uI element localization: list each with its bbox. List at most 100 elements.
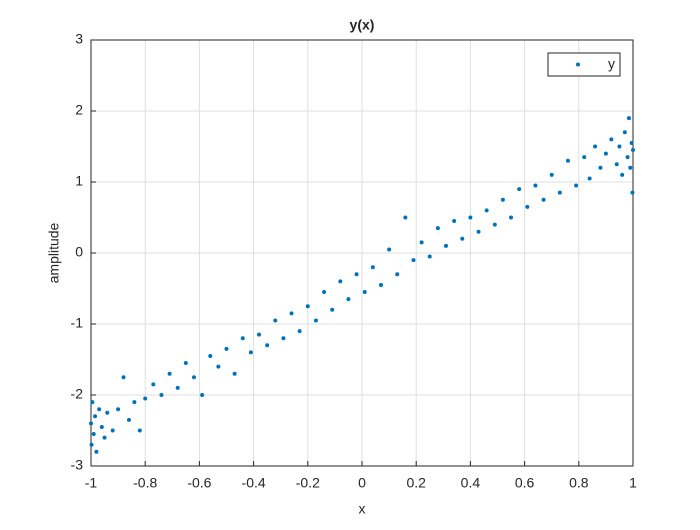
point xyxy=(90,400,95,405)
point xyxy=(110,428,115,433)
legend-label: y xyxy=(608,56,615,72)
legend-marker xyxy=(576,62,580,67)
point xyxy=(509,215,514,220)
point xyxy=(297,329,302,334)
point xyxy=(338,279,343,284)
point xyxy=(628,165,633,170)
point xyxy=(159,393,164,397)
point xyxy=(224,346,229,351)
point xyxy=(476,229,481,234)
point xyxy=(582,155,587,160)
y-tick-label: 3 xyxy=(75,31,83,47)
point xyxy=(93,414,98,419)
point xyxy=(525,204,530,209)
point xyxy=(629,140,634,145)
point xyxy=(630,190,635,195)
point xyxy=(281,336,286,341)
point xyxy=(609,137,614,142)
point xyxy=(200,393,205,397)
point xyxy=(102,435,107,440)
point xyxy=(191,375,196,380)
x-tick-label: -0.6 xyxy=(187,475,211,491)
point xyxy=(620,172,625,177)
point xyxy=(395,272,400,277)
x-tick-label: -1 xyxy=(85,475,98,491)
point xyxy=(208,353,213,358)
y-tick-label: 2 xyxy=(75,102,83,118)
y-tick-label: 0 xyxy=(75,244,83,260)
point xyxy=(631,148,635,153)
point xyxy=(362,290,367,295)
point xyxy=(346,297,351,302)
y-axis-label: amplitude xyxy=(46,222,62,283)
plot-frame xyxy=(90,39,634,467)
point xyxy=(614,162,619,167)
point xyxy=(574,183,579,188)
point xyxy=(468,215,473,220)
point xyxy=(116,407,121,412)
x-axis-label: x xyxy=(359,501,366,517)
point xyxy=(484,208,489,213)
point xyxy=(265,343,270,348)
point xyxy=(626,116,631,121)
point xyxy=(549,172,554,177)
point xyxy=(444,243,449,248)
point xyxy=(387,247,392,252)
point xyxy=(492,222,497,227)
point xyxy=(625,155,630,160)
point xyxy=(593,144,598,149)
point xyxy=(452,219,457,224)
point xyxy=(89,421,93,426)
point xyxy=(435,226,440,231)
point xyxy=(143,396,148,401)
point xyxy=(517,187,522,192)
point xyxy=(132,400,137,405)
point xyxy=(97,407,102,412)
point xyxy=(565,158,570,163)
point xyxy=(622,130,627,135)
point xyxy=(533,183,538,188)
x-tick-label: -0.8 xyxy=(133,475,157,491)
point xyxy=(151,382,156,387)
x-tick-label: -0.4 xyxy=(242,475,266,491)
point xyxy=(99,424,104,429)
point xyxy=(305,304,310,309)
x-tick-label: 0.8 xyxy=(569,475,589,491)
x-tick-label: 1 xyxy=(629,475,637,491)
point xyxy=(313,318,318,323)
x-tick-label: 0.6 xyxy=(515,475,535,491)
point xyxy=(175,385,180,390)
point xyxy=(427,254,432,259)
point xyxy=(378,282,383,287)
point xyxy=(94,449,99,454)
point xyxy=(411,258,416,263)
point xyxy=(126,417,131,422)
point xyxy=(289,311,294,316)
x-tick-label: 0.4 xyxy=(461,475,481,491)
point xyxy=(403,215,408,220)
point xyxy=(167,371,172,376)
point xyxy=(541,197,546,202)
point xyxy=(500,197,505,202)
point xyxy=(273,318,278,323)
point xyxy=(617,144,622,149)
x-tick-label: 0 xyxy=(358,475,366,491)
y-tick-label: -3 xyxy=(71,457,84,473)
point xyxy=(370,265,375,270)
point xyxy=(183,361,188,366)
x-tick-label: -0.2 xyxy=(296,475,320,491)
point xyxy=(232,371,237,376)
point xyxy=(89,442,94,447)
point xyxy=(257,332,262,337)
point xyxy=(105,410,110,415)
y-tick-label: -2 xyxy=(71,386,84,402)
point xyxy=(216,364,221,369)
point xyxy=(91,432,96,437)
point xyxy=(240,336,245,341)
point xyxy=(137,428,142,433)
chart-title: y(x) xyxy=(350,17,375,33)
point xyxy=(330,307,335,312)
point xyxy=(419,240,424,245)
